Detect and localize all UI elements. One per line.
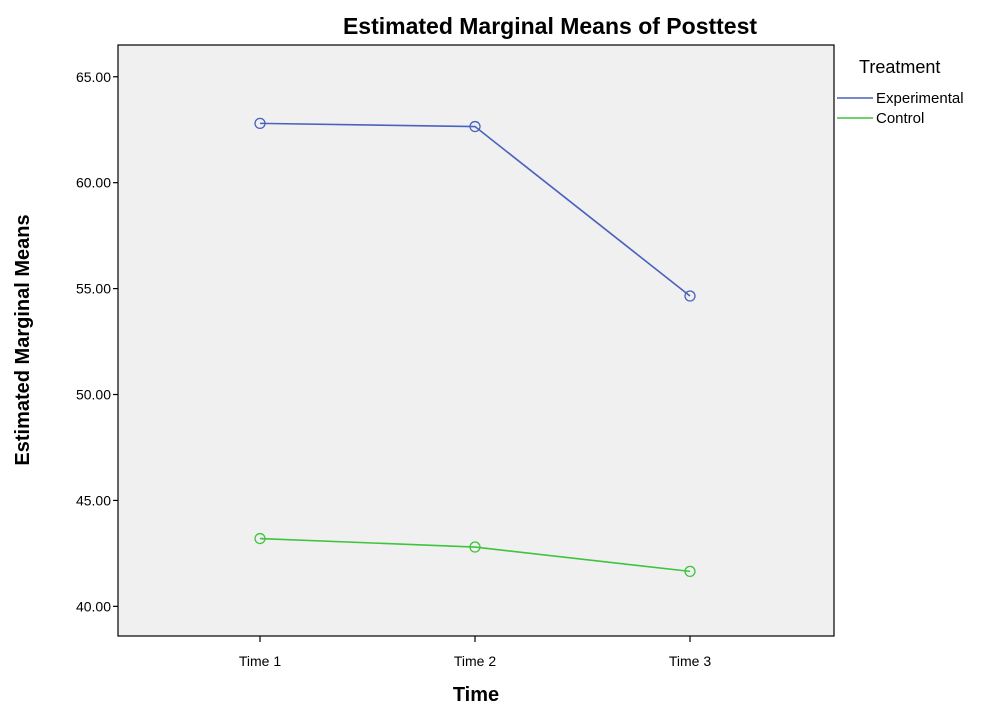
data-point-control <box>469 541 481 553</box>
y-tick-label: 45.00 <box>76 492 111 508</box>
data-point-control <box>684 565 696 578</box>
data-point-experimental <box>684 290 696 302</box>
y-axis: 40.00 45.00 50.00 55.00 60.00 65.00 <box>76 69 118 614</box>
legend-label-experimental: Experimental <box>876 90 964 107</box>
legend-label-control: Control <box>876 110 924 127</box>
x-axis-title: Time <box>453 684 499 704</box>
data-point-control <box>254 532 266 545</box>
y-tick-label: 50.00 <box>76 387 111 403</box>
x-tick-label: Time 2 <box>454 653 496 669</box>
legend: Treatment Experimental Control <box>837 57 964 127</box>
y-tick-label: 65.00 <box>76 69 111 85</box>
y-tick-label: 40.00 <box>76 598 111 614</box>
plot-area <box>117 44 835 637</box>
y-tick-label: 60.00 <box>76 175 111 191</box>
series-line-experimental <box>259 122 691 297</box>
legend-title: Treatment <box>859 57 940 77</box>
x-tick-label: Time 1 <box>239 653 281 669</box>
chart-title: Estimated Marginal Means of Posttest <box>343 13 757 39</box>
data-point-experimental <box>254 117 266 130</box>
x-tick-label: Time 3 <box>669 653 711 669</box>
x-axis: Time 1 Time 2 Time 3 <box>239 636 711 669</box>
y-tick-label: 55.00 <box>76 281 111 297</box>
series-line-control <box>259 537 691 573</box>
data-point-experimental <box>469 120 481 133</box>
series-layer <box>254 117 696 578</box>
y-axis-title: Estimated Marginal Means <box>12 214 34 465</box>
